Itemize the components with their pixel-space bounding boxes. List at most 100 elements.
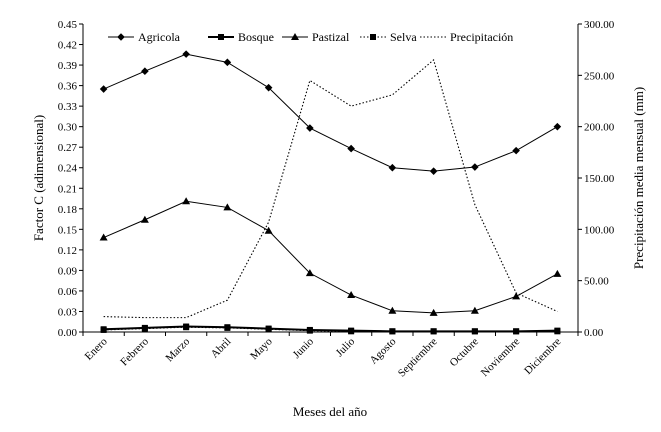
y-tick-label: 0.42 bbox=[58, 40, 77, 52]
data-point-selva bbox=[430, 328, 437, 335]
y-tick-label: 0.30 bbox=[58, 122, 78, 134]
legend-label-selva: Selva bbox=[390, 30, 417, 44]
legend-item-bosque: Bosque bbox=[208, 30, 274, 44]
data-point-selva bbox=[224, 324, 231, 331]
data-point-agricola bbox=[553, 122, 562, 131]
legend-item-pastizal: Pastizal bbox=[282, 30, 350, 44]
data-point-pastizal bbox=[140, 215, 149, 223]
y-tick-label: 0.36 bbox=[58, 81, 78, 93]
series-precipitacion bbox=[103, 58, 558, 319]
y-axis-title: Factor C (adimensional) bbox=[31, 115, 46, 241]
x-tick-label: Octubre bbox=[447, 336, 481, 370]
y2-tick-label: 150.00 bbox=[584, 173, 615, 185]
legend-marker-pastizal bbox=[291, 33, 299, 40]
y-tick-label: 0.09 bbox=[58, 265, 78, 277]
data-point-selva bbox=[471, 328, 478, 335]
x-tick-label: Mayo bbox=[248, 335, 275, 362]
x-tick-label: Diciembre bbox=[522, 336, 563, 377]
y-tick-label: 0.06 bbox=[58, 286, 78, 298]
legend-marker-agricola bbox=[117, 33, 125, 41]
series-selva bbox=[100, 324, 561, 335]
data-point-selva bbox=[348, 328, 355, 335]
y-tick-label: 0.15 bbox=[58, 224, 78, 236]
data-point-pastizal bbox=[553, 269, 562, 277]
series-line-selva bbox=[103, 326, 558, 332]
data-point-pastizal bbox=[470, 306, 479, 314]
data-point-selva bbox=[265, 326, 272, 333]
x-tick-label: Junio bbox=[291, 335, 317, 361]
series-pastizal bbox=[99, 197, 562, 316]
y2-axis-ticks: 0.00 50.00 100.00 150.00 200.00 250.00 300.00 bbox=[578, 19, 615, 339]
x-tick-label: Noviembre bbox=[479, 336, 523, 380]
x-tick-label: Julio bbox=[334, 335, 358, 359]
legend-label-agricola: Agricola bbox=[138, 30, 181, 44]
series-line-bosque bbox=[103, 325, 558, 333]
x-axis-title: Meses del año bbox=[293, 404, 367, 419]
y-tick-label: 0.21 bbox=[58, 183, 77, 195]
y-tick-label: 0.24 bbox=[58, 163, 78, 175]
legend-item-precipitacion: Precipitación bbox=[420, 30, 513, 44]
data-point-agricola bbox=[471, 163, 479, 171]
legend-label-precipitacion: Precipitación bbox=[450, 30, 513, 44]
data-point-pastizal bbox=[429, 308, 438, 316]
y2-axis-title: Precipitación media mensual (mm) bbox=[631, 87, 646, 269]
data-point-pastizal bbox=[388, 306, 397, 314]
y-tick-label: 0.03 bbox=[58, 306, 78, 318]
legend-label-bosque: Bosque bbox=[238, 30, 274, 44]
data-point-agricola bbox=[429, 167, 438, 175]
data-point-agricola bbox=[512, 146, 520, 155]
x-tick-label: Agosto bbox=[368, 335, 399, 366]
y2-tick-label: 100.00 bbox=[584, 224, 615, 236]
legend-item-agricola: Agricola bbox=[108, 30, 181, 44]
y2-tick-label: 200.00 bbox=[584, 122, 615, 134]
y-tick-label: 0.18 bbox=[58, 204, 78, 216]
y-tick-label: 0.00 bbox=[58, 327, 78, 339]
y2-tick-label: 300.00 bbox=[584, 19, 615, 31]
series-group bbox=[99, 50, 562, 335]
data-point-selva bbox=[554, 328, 561, 335]
data-point-pastizal bbox=[347, 291, 356, 299]
y2-tick-label: 0.00 bbox=[584, 327, 604, 339]
x-axis-ticks: Enero Febrero Marzo Abril Mayo Junio Julio Agos… bbox=[82, 332, 579, 380]
data-point-pastizal bbox=[305, 269, 314, 277]
y-tick-label: 0.27 bbox=[58, 142, 78, 154]
x-tick-label: Enero bbox=[83, 335, 110, 362]
data-point-agricola bbox=[99, 85, 108, 93]
data-point-pastizal bbox=[182, 197, 191, 205]
series-line-pastizal bbox=[103, 200, 558, 314]
x-tick-label: Septiembre bbox=[396, 336, 440, 380]
series-line-agricola bbox=[103, 53, 558, 172]
series-line-precipitacion bbox=[103, 58, 558, 319]
series-agricola bbox=[99, 50, 562, 175]
y2-tick-label: 250.00 bbox=[584, 70, 615, 82]
data-point-pastizal bbox=[99, 233, 108, 241]
y2-tick-label: 50.00 bbox=[584, 276, 609, 288]
data-point-agricola bbox=[141, 67, 149, 76]
data-point-agricola bbox=[306, 124, 314, 132]
y-tick-label: 0.45 bbox=[58, 19, 78, 31]
data-point-pastizal bbox=[223, 203, 232, 211]
y-tick-label: 0.12 bbox=[58, 245, 77, 257]
x-tick-label: Marzo bbox=[163, 335, 192, 364]
x-tick-label: Abril bbox=[209, 336, 234, 361]
data-point-agricola bbox=[264, 83, 273, 92]
data-point-selva bbox=[389, 328, 396, 335]
axes bbox=[82, 24, 579, 333]
data-point-pastizal bbox=[512, 292, 521, 300]
legend-marker-bosque bbox=[218, 34, 224, 40]
legend-marker-selva bbox=[370, 34, 376, 40]
legend-item-selva: Selva bbox=[360, 30, 417, 44]
data-point-selva bbox=[183, 324, 190, 331]
data-point-agricola bbox=[347, 144, 355, 153]
y-tick-label: 0.39 bbox=[58, 60, 78, 72]
y-axis-ticks: 0.00 0.03 0.06 0.09 0.12 0.15 0.18 0.21 0.24 0.27… bbox=[58, 19, 83, 339]
legend: Agricola Bosque Pastizal Selva Precipitación bbox=[108, 30, 513, 44]
data-point-selva bbox=[141, 325, 148, 332]
data-point-agricola bbox=[182, 50, 190, 58]
y-tick-label: 0.33 bbox=[58, 101, 78, 113]
legend-label-pastizal: Pastizal bbox=[312, 30, 350, 44]
data-point-pastizal bbox=[264, 226, 273, 234]
data-point-agricola bbox=[388, 163, 397, 172]
data-point-selva bbox=[306, 327, 313, 334]
